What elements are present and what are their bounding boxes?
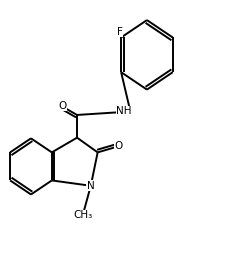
- Text: CH₃: CH₃: [73, 210, 92, 220]
- Text: O: O: [58, 101, 66, 111]
- Text: F: F: [117, 26, 122, 36]
- Text: O: O: [114, 141, 122, 151]
- Text: N: N: [87, 181, 94, 191]
- Text: NH: NH: [116, 106, 131, 116]
